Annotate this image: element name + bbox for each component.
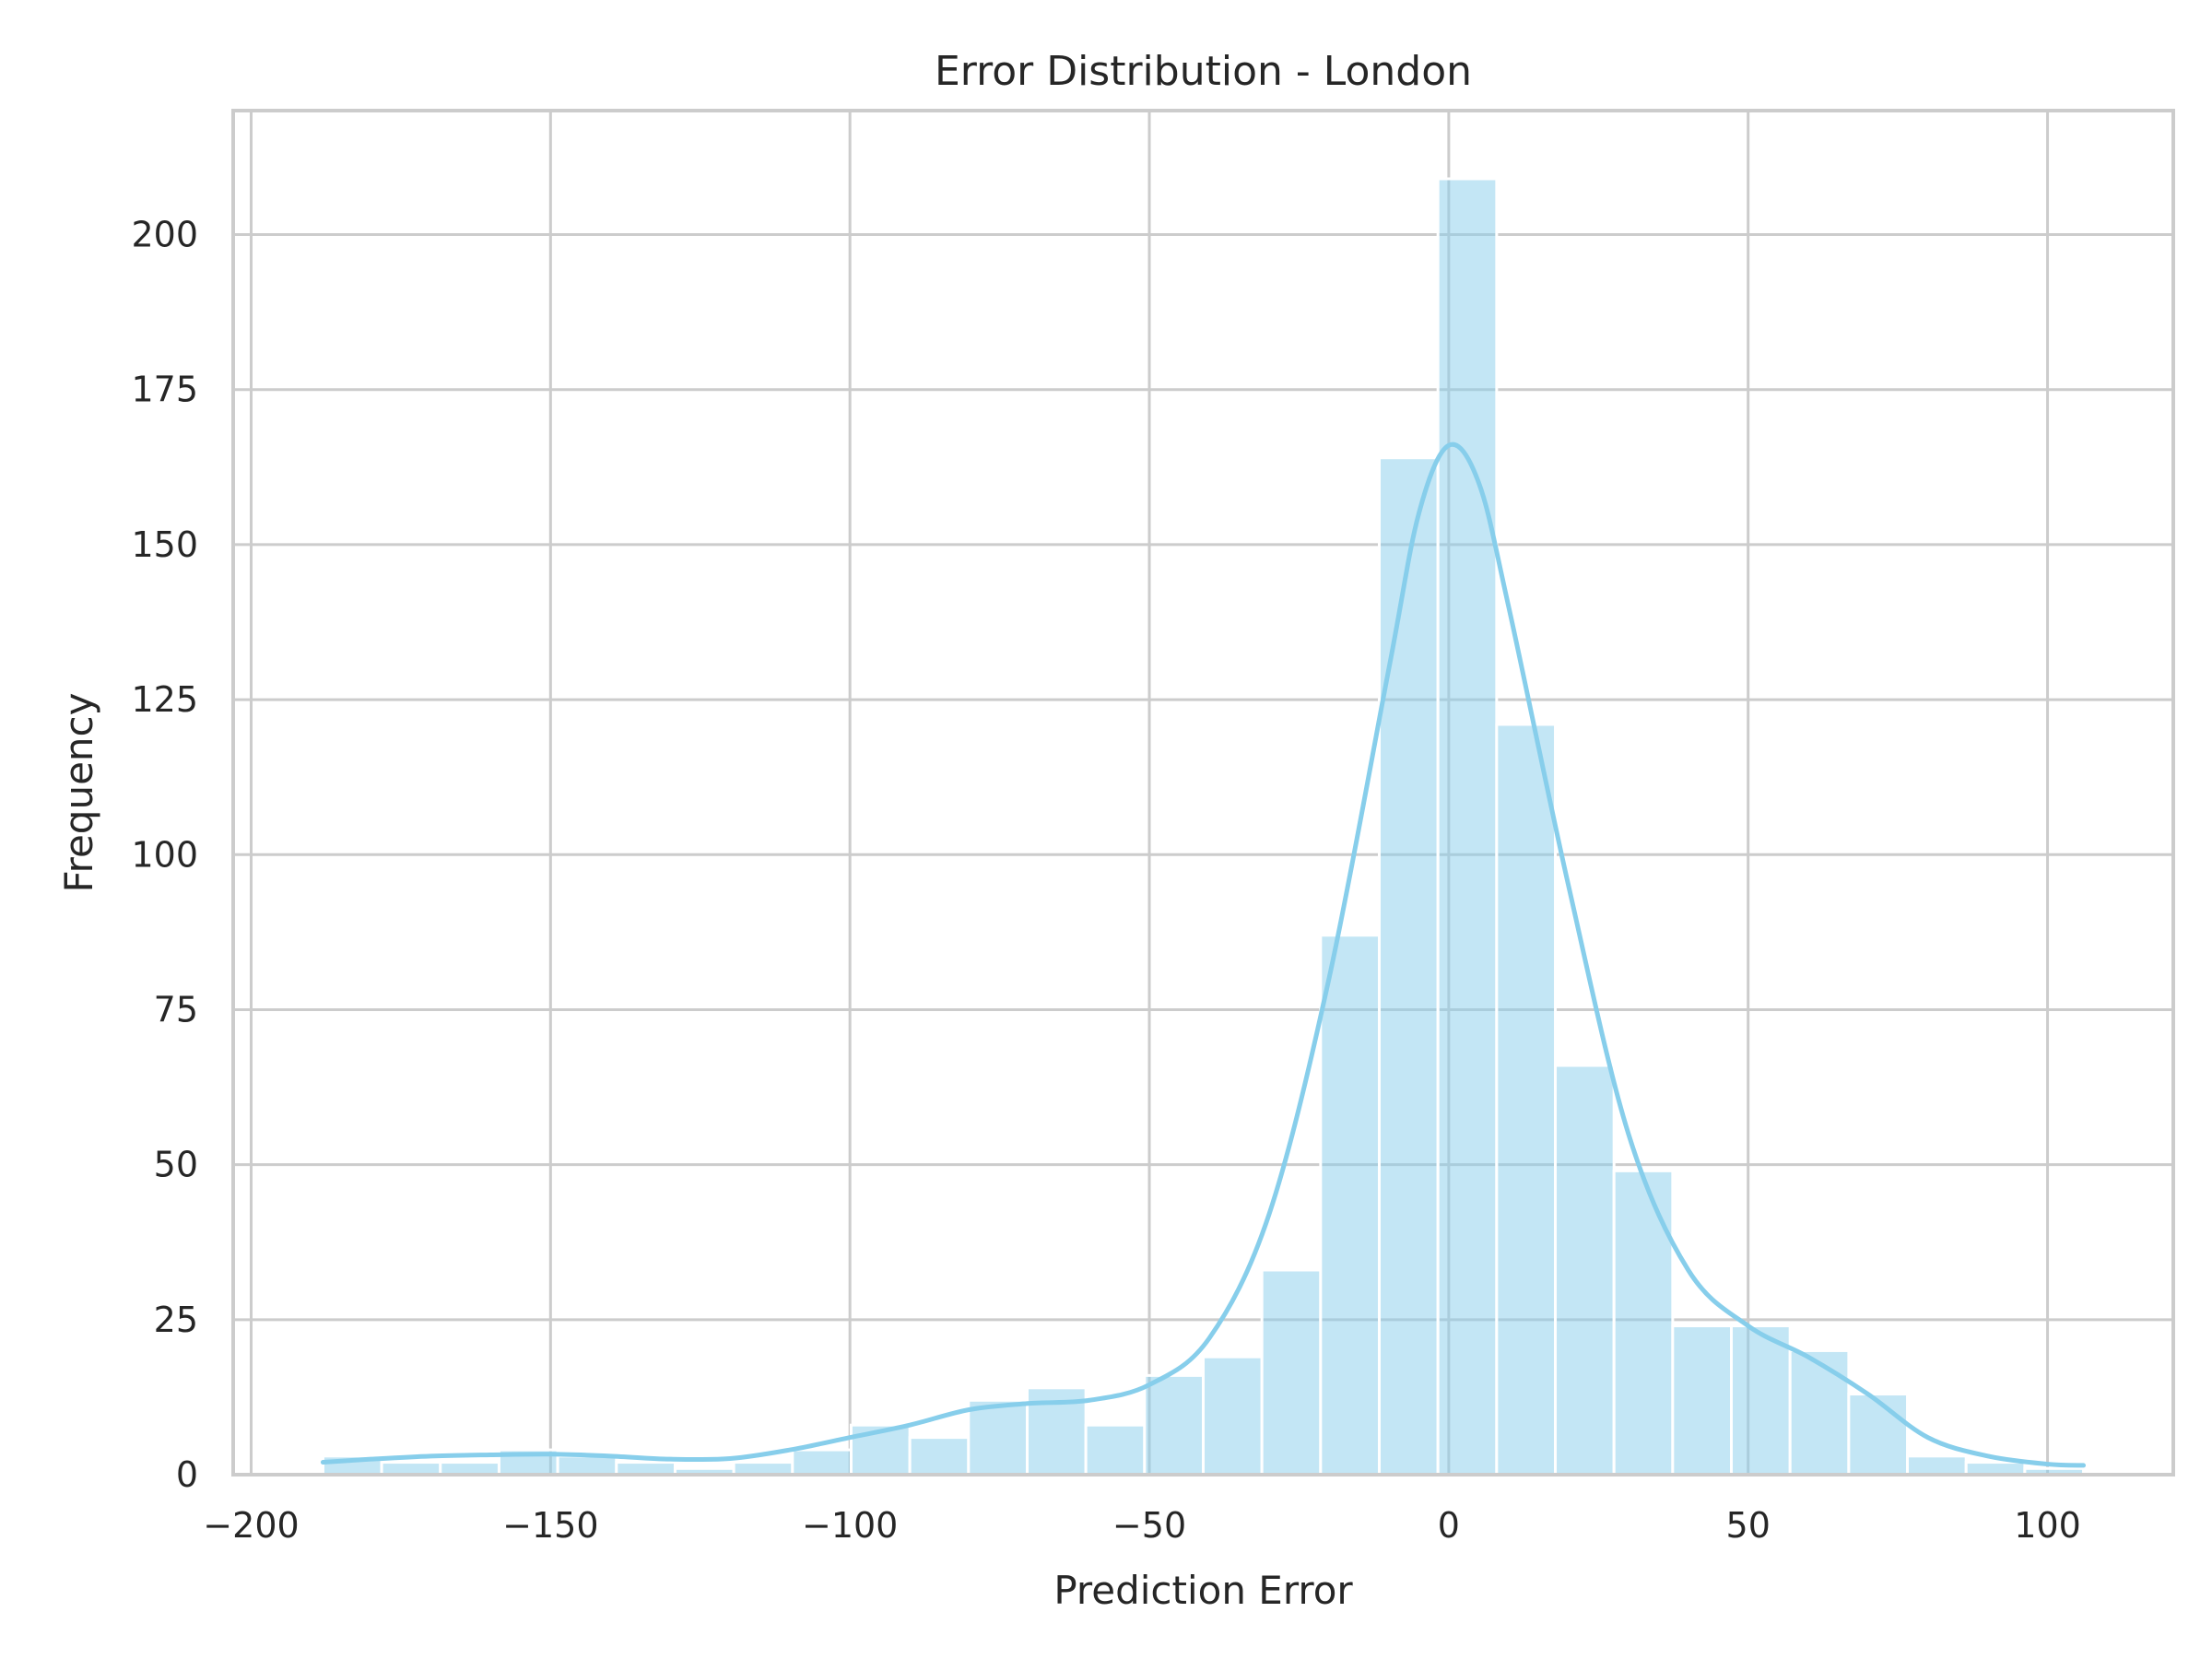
- x-tick-label: −50: [1112, 1505, 1186, 1546]
- y-tick-label: 50: [154, 1145, 198, 1185]
- histogram-bar: [1906, 1454, 1968, 1477]
- y-tick-label: 125: [131, 679, 198, 720]
- histogram-bar: [1788, 1348, 1851, 1477]
- histogram-bar: [1495, 723, 1558, 1477]
- x-tick-labels: −200 −150 −100 −50 0 50 100: [203, 1505, 2081, 1546]
- histogram-bar: [1143, 1373, 1205, 1477]
- x-tick-label: 100: [2014, 1505, 2081, 1546]
- histogram-bar: [1554, 1064, 1616, 1477]
- y-tick-label: 100: [131, 834, 198, 875]
- kde-curve: [320, 441, 2087, 1468]
- histogram-bar: [1084, 1423, 1147, 1477]
- y-tick-label: 200: [131, 215, 198, 255]
- histogram-bars: [321, 177, 2086, 1477]
- x-tick-label: 0: [1438, 1505, 1460, 1546]
- kde-line: [320, 441, 2087, 1468]
- x-tick-label: −100: [802, 1505, 898, 1546]
- histogram-bar: [791, 1448, 853, 1477]
- y-tick-label: 175: [131, 370, 198, 410]
- x-tick-label: −200: [203, 1505, 299, 1546]
- histogram-bar: [1847, 1393, 1910, 1477]
- grid: [233, 111, 2173, 1477]
- plot-frame: [231, 109, 2175, 1477]
- x-tick-label: −150: [502, 1505, 598, 1546]
- histogram-bar: [967, 1398, 1029, 1477]
- y-tick-label: 25: [154, 1300, 198, 1340]
- y-tick-labels: 0 25 50 75 100 125 150 175 200: [131, 215, 198, 1495]
- histogram-bar: [1730, 1324, 1792, 1477]
- histogram-bar: [556, 1454, 618, 1477]
- histogram-bar: [439, 1461, 500, 1477]
- histogram-bar: [1612, 1169, 1675, 1477]
- x-axis-title: Prediction Error: [1053, 1568, 1353, 1613]
- histogram-bar: [380, 1461, 442, 1477]
- histogram-bar: [1671, 1324, 1734, 1477]
- y-tick-label: 150: [131, 524, 198, 565]
- histogram-bar: [1319, 934, 1382, 1477]
- histogram-bar: [615, 1461, 677, 1477]
- histogram-bar: [1260, 1268, 1323, 1477]
- histogram-bar: [1202, 1355, 1264, 1477]
- histogram-bar: [908, 1436, 971, 1477]
- histogram-bar: [1378, 456, 1440, 1477]
- y-axis-title: Frequency: [56, 693, 101, 893]
- histogram-bar: [732, 1461, 794, 1477]
- histogram-bar: [1436, 177, 1499, 1477]
- x-tick-label: 50: [1726, 1505, 1771, 1546]
- y-tick-label: 75: [154, 989, 198, 1030]
- histogram-bar: [1964, 1461, 2027, 1477]
- y-tick-label: 0: [176, 1454, 198, 1495]
- chart-title: Error Distribution - London: [935, 48, 1472, 95]
